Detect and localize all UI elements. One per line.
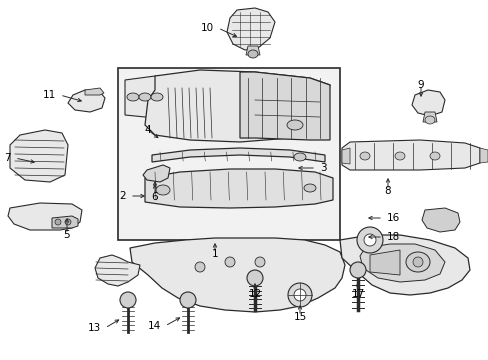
Ellipse shape [394, 152, 404, 160]
Polygon shape [240, 72, 329, 140]
Ellipse shape [424, 116, 434, 124]
Ellipse shape [247, 50, 258, 58]
Polygon shape [421, 208, 459, 232]
Text: 8: 8 [384, 186, 390, 196]
Polygon shape [339, 235, 469, 295]
Polygon shape [341, 148, 349, 164]
Ellipse shape [293, 153, 305, 161]
Polygon shape [142, 165, 170, 182]
Text: 13: 13 [87, 323, 101, 333]
Text: 16: 16 [386, 213, 400, 223]
Ellipse shape [156, 185, 170, 195]
Ellipse shape [254, 257, 264, 267]
Ellipse shape [293, 289, 305, 301]
Text: 10: 10 [201, 23, 214, 33]
Ellipse shape [349, 262, 365, 278]
Text: 1: 1 [211, 249, 218, 259]
Ellipse shape [304, 184, 315, 192]
Polygon shape [95, 255, 140, 286]
Ellipse shape [120, 292, 136, 308]
Ellipse shape [356, 227, 382, 253]
Text: 2: 2 [119, 191, 126, 201]
Polygon shape [145, 169, 332, 208]
Polygon shape [130, 238, 345, 312]
Text: 18: 18 [386, 232, 400, 242]
Ellipse shape [65, 219, 71, 225]
Polygon shape [479, 148, 487, 163]
Ellipse shape [195, 262, 204, 272]
Text: 7: 7 [4, 153, 11, 163]
Polygon shape [68, 90, 105, 112]
Ellipse shape [412, 257, 422, 267]
Ellipse shape [287, 283, 311, 307]
Text: 6: 6 [151, 192, 158, 202]
Text: 15: 15 [293, 312, 306, 322]
Ellipse shape [180, 292, 196, 308]
Ellipse shape [405, 252, 429, 272]
Polygon shape [145, 70, 329, 142]
Ellipse shape [55, 219, 61, 225]
Polygon shape [422, 112, 436, 122]
Polygon shape [152, 148, 325, 162]
Text: 12: 12 [248, 289, 261, 299]
Text: 5: 5 [63, 230, 70, 240]
Ellipse shape [139, 93, 151, 101]
Polygon shape [10, 130, 68, 182]
Polygon shape [8, 203, 82, 230]
Polygon shape [226, 8, 274, 50]
Text: 9: 9 [417, 80, 424, 90]
Ellipse shape [429, 152, 439, 160]
Polygon shape [369, 250, 399, 275]
Ellipse shape [127, 93, 139, 101]
Polygon shape [359, 244, 444, 282]
Ellipse shape [246, 270, 263, 286]
Text: 11: 11 [42, 90, 56, 100]
Polygon shape [125, 76, 175, 118]
Polygon shape [245, 46, 260, 55]
Text: 3: 3 [319, 163, 326, 173]
Polygon shape [52, 216, 78, 228]
Polygon shape [411, 90, 444, 116]
Ellipse shape [286, 120, 303, 130]
Text: 17: 17 [351, 289, 364, 299]
Text: 4: 4 [144, 125, 151, 135]
Bar [118, 68, 339, 240]
Polygon shape [85, 88, 104, 95]
Polygon shape [341, 140, 479, 170]
Ellipse shape [359, 152, 369, 160]
Ellipse shape [151, 93, 163, 101]
Ellipse shape [363, 234, 375, 246]
Ellipse shape [224, 257, 235, 267]
Text: 14: 14 [147, 321, 161, 331]
